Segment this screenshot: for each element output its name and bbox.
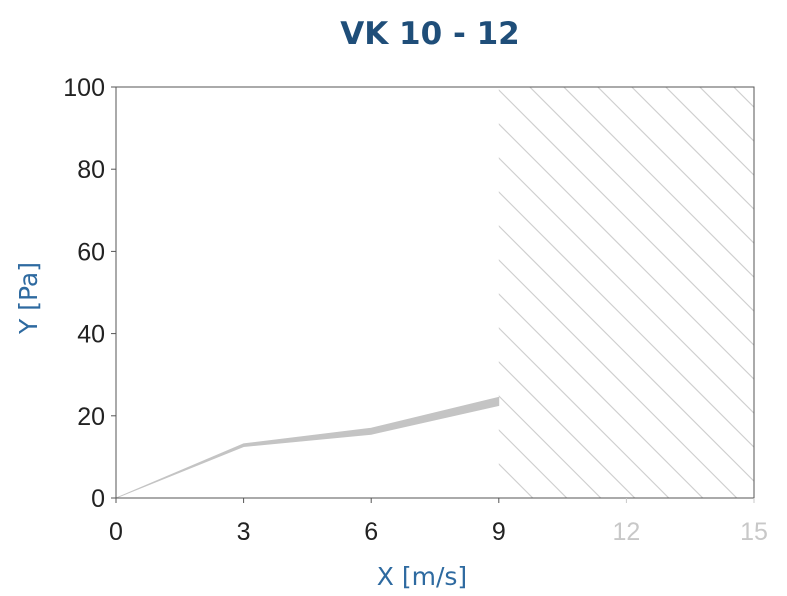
hatch-line [498,89,754,347]
x-tick-label: 0 [109,518,123,546]
hatch-line [733,87,754,109]
chart-title: VK 10 - 12 [340,16,520,52]
y-tick-label: 20 [77,403,105,431]
hatch-line [498,293,704,498]
hatch-line [631,87,754,211]
hatch-line [498,225,754,483]
y-axis-ticks: 0 20 40 60 80 100 [63,74,116,513]
x-axis-ticks: 0 3 6 9 12 15 [109,498,768,546]
hatch-line [597,87,754,245]
x-tick-label: 9 [492,518,506,546]
y-tick-label: 40 [77,321,105,349]
y-tick-label: 80 [77,156,105,184]
y-tick-label: 0 [91,485,105,513]
plot-frame [115,86,755,499]
x-tick-label: 6 [364,518,378,546]
hatch-line [498,191,754,449]
hatch-line [498,361,636,498]
y-tick-label: 100 [63,74,105,102]
hatch-line [665,87,754,177]
series-band [115,396,500,499]
hatch-line [498,259,738,498]
hatch-line [498,157,754,415]
hatch-line [768,87,787,498]
y-tick-label: 60 [77,238,105,266]
hatch-line [498,123,754,381]
y-axis-label: Y [Pa] [14,262,43,335]
x-tick-label: 12 [612,518,640,546]
x-tick-label: 15 [740,518,768,546]
x-axis-label: X [m/s] [377,562,467,591]
x-tick-label: 3 [237,518,251,546]
hatch-line [563,87,754,279]
hatch-line [498,497,500,498]
hatch-line [498,327,670,498]
hatched-region [498,87,787,498]
hatch-line [498,429,568,498]
hatch-line [498,395,602,498]
hatch-line [529,87,754,313]
